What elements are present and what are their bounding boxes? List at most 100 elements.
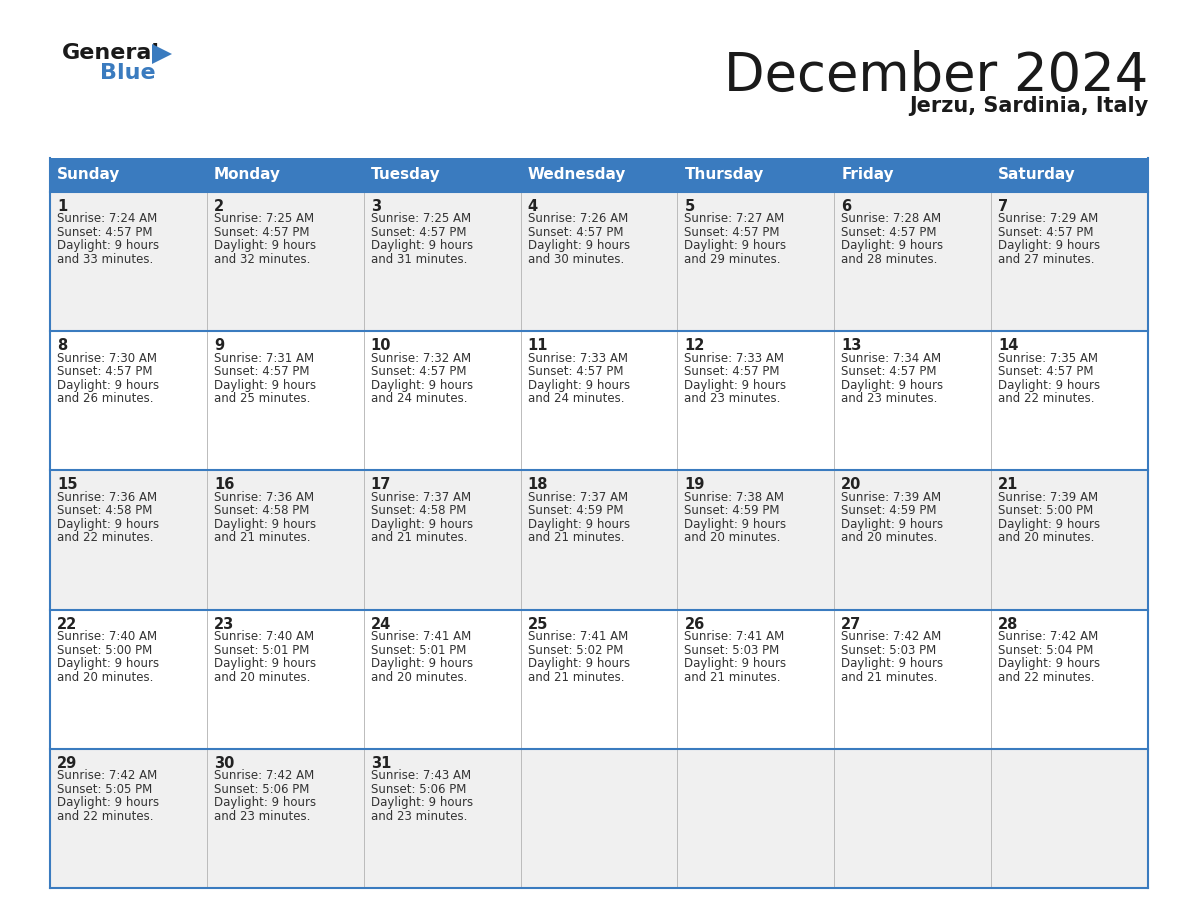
Text: 22: 22 — [57, 617, 77, 632]
Text: Sunset: 4:57 PM: Sunset: 4:57 PM — [684, 226, 781, 239]
Text: Sunrise: 7:33 AM: Sunrise: 7:33 AM — [527, 352, 627, 364]
Text: Daylight: 9 hours: Daylight: 9 hours — [841, 518, 943, 531]
Text: and 24 minutes.: and 24 minutes. — [371, 392, 467, 405]
Text: and 30 minutes.: and 30 minutes. — [527, 253, 624, 266]
Bar — [50, 749, 1148, 888]
Text: Sunset: 4:57 PM: Sunset: 4:57 PM — [841, 365, 937, 378]
Text: 16: 16 — [214, 477, 234, 492]
Text: Saturday: Saturday — [998, 167, 1076, 183]
Text: 23: 23 — [214, 617, 234, 632]
Text: 6: 6 — [841, 199, 852, 214]
Text: Sunrise: 7:41 AM: Sunrise: 7:41 AM — [684, 630, 785, 644]
Text: 12: 12 — [684, 338, 704, 353]
Text: 28: 28 — [998, 617, 1018, 632]
Text: Sunset: 4:59 PM: Sunset: 4:59 PM — [841, 504, 937, 518]
Text: Daylight: 9 hours: Daylight: 9 hours — [57, 796, 159, 810]
Text: and 21 minutes.: and 21 minutes. — [371, 532, 467, 544]
Text: Sunrise: 7:42 AM: Sunrise: 7:42 AM — [841, 630, 942, 644]
Text: Sunrise: 7:39 AM: Sunrise: 7:39 AM — [841, 491, 941, 504]
Text: Sunrise: 7:29 AM: Sunrise: 7:29 AM — [998, 212, 1099, 226]
Text: Daylight: 9 hours: Daylight: 9 hours — [57, 379, 159, 392]
Text: Sunrise: 7:42 AM: Sunrise: 7:42 AM — [998, 630, 1099, 644]
Text: 4: 4 — [527, 199, 538, 214]
Text: Sunrise: 7:25 AM: Sunrise: 7:25 AM — [214, 212, 314, 226]
Text: Sunrise: 7:31 AM: Sunrise: 7:31 AM — [214, 352, 314, 364]
Text: 30: 30 — [214, 756, 234, 771]
Text: and 21 minutes.: and 21 minutes. — [841, 671, 937, 684]
Text: and 21 minutes.: and 21 minutes. — [684, 671, 781, 684]
Text: 25: 25 — [527, 617, 548, 632]
Text: 17: 17 — [371, 477, 391, 492]
Text: Sunrise: 7:28 AM: Sunrise: 7:28 AM — [841, 212, 941, 226]
Text: Sunset: 4:58 PM: Sunset: 4:58 PM — [371, 504, 466, 518]
Text: 13: 13 — [841, 338, 861, 353]
Text: Daylight: 9 hours: Daylight: 9 hours — [841, 379, 943, 392]
Text: Sunrise: 7:37 AM: Sunrise: 7:37 AM — [527, 491, 627, 504]
Text: Sunrise: 7:35 AM: Sunrise: 7:35 AM — [998, 352, 1098, 364]
Text: Daylight: 9 hours: Daylight: 9 hours — [57, 518, 159, 531]
Text: Sunrise: 7:38 AM: Sunrise: 7:38 AM — [684, 491, 784, 504]
Text: Sunset: 5:06 PM: Sunset: 5:06 PM — [371, 783, 466, 796]
Text: Sunrise: 7:36 AM: Sunrise: 7:36 AM — [57, 491, 157, 504]
Text: and 22 minutes.: and 22 minutes. — [998, 671, 1094, 684]
Text: Sunset: 4:57 PM: Sunset: 4:57 PM — [57, 365, 152, 378]
Text: and 24 minutes.: and 24 minutes. — [527, 392, 624, 405]
Text: Sunset: 4:59 PM: Sunset: 4:59 PM — [684, 504, 781, 518]
Text: General: General — [62, 43, 160, 63]
Text: Sunrise: 7:26 AM: Sunrise: 7:26 AM — [527, 212, 627, 226]
Text: Sunset: 5:00 PM: Sunset: 5:00 PM — [998, 504, 1093, 518]
Bar — [50, 610, 1148, 749]
Text: and 20 minutes.: and 20 minutes. — [684, 532, 781, 544]
Text: Daylight: 9 hours: Daylight: 9 hours — [57, 240, 159, 252]
Text: Daylight: 9 hours: Daylight: 9 hours — [684, 518, 786, 531]
Text: 10: 10 — [371, 338, 391, 353]
Text: Friday: Friday — [841, 167, 893, 183]
Text: Sunrise: 7:43 AM: Sunrise: 7:43 AM — [371, 769, 470, 782]
Bar — [50, 158, 1148, 192]
Text: 26: 26 — [684, 617, 704, 632]
Text: Daylight: 9 hours: Daylight: 9 hours — [214, 240, 316, 252]
Text: Sunset: 5:05 PM: Sunset: 5:05 PM — [57, 783, 152, 796]
Text: and 26 minutes.: and 26 minutes. — [57, 392, 153, 405]
Text: 2: 2 — [214, 199, 225, 214]
Text: Wednesday: Wednesday — [527, 167, 626, 183]
Text: Daylight: 9 hours: Daylight: 9 hours — [527, 518, 630, 531]
Text: and 20 minutes.: and 20 minutes. — [57, 671, 153, 684]
Text: Sunrise: 7:36 AM: Sunrise: 7:36 AM — [214, 491, 314, 504]
Text: Sunset: 4:58 PM: Sunset: 4:58 PM — [57, 504, 152, 518]
Text: Sunset: 4:57 PM: Sunset: 4:57 PM — [371, 365, 466, 378]
Text: Daylight: 9 hours: Daylight: 9 hours — [214, 518, 316, 531]
Text: and 23 minutes.: and 23 minutes. — [684, 392, 781, 405]
Text: Sunset: 4:58 PM: Sunset: 4:58 PM — [214, 504, 309, 518]
Text: Daylight: 9 hours: Daylight: 9 hours — [371, 796, 473, 810]
Text: Daylight: 9 hours: Daylight: 9 hours — [57, 657, 159, 670]
Text: Daylight: 9 hours: Daylight: 9 hours — [998, 379, 1100, 392]
Text: December 2024: December 2024 — [723, 50, 1148, 102]
Text: and 22 minutes.: and 22 minutes. — [57, 532, 153, 544]
Text: Tuesday: Tuesday — [371, 167, 441, 183]
Text: and 29 minutes.: and 29 minutes. — [684, 253, 781, 266]
Text: Daylight: 9 hours: Daylight: 9 hours — [371, 379, 473, 392]
Text: Sunset: 5:00 PM: Sunset: 5:00 PM — [57, 644, 152, 656]
Text: 14: 14 — [998, 338, 1018, 353]
Text: 21: 21 — [998, 477, 1018, 492]
Text: 29: 29 — [57, 756, 77, 771]
Text: and 20 minutes.: and 20 minutes. — [998, 532, 1094, 544]
Text: and 23 minutes.: and 23 minutes. — [214, 810, 310, 823]
Text: Sunrise: 7:41 AM: Sunrise: 7:41 AM — [371, 630, 470, 644]
Text: Sunset: 4:59 PM: Sunset: 4:59 PM — [527, 504, 623, 518]
Text: Daylight: 9 hours: Daylight: 9 hours — [371, 657, 473, 670]
Text: Sunrise: 7:42 AM: Sunrise: 7:42 AM — [214, 769, 314, 782]
Text: Sunrise: 7:33 AM: Sunrise: 7:33 AM — [684, 352, 784, 364]
Text: 20: 20 — [841, 477, 861, 492]
Text: Daylight: 9 hours: Daylight: 9 hours — [527, 240, 630, 252]
Text: Sunset: 5:04 PM: Sunset: 5:04 PM — [998, 644, 1093, 656]
Text: 5: 5 — [684, 199, 695, 214]
Text: Sunset: 5:02 PM: Sunset: 5:02 PM — [527, 644, 623, 656]
Text: Sunset: 5:03 PM: Sunset: 5:03 PM — [684, 644, 779, 656]
Text: 1: 1 — [57, 199, 68, 214]
Text: Daylight: 9 hours: Daylight: 9 hours — [371, 518, 473, 531]
Text: Sunrise: 7:32 AM: Sunrise: 7:32 AM — [371, 352, 470, 364]
Text: Daylight: 9 hours: Daylight: 9 hours — [214, 379, 316, 392]
Text: Thursday: Thursday — [684, 167, 764, 183]
